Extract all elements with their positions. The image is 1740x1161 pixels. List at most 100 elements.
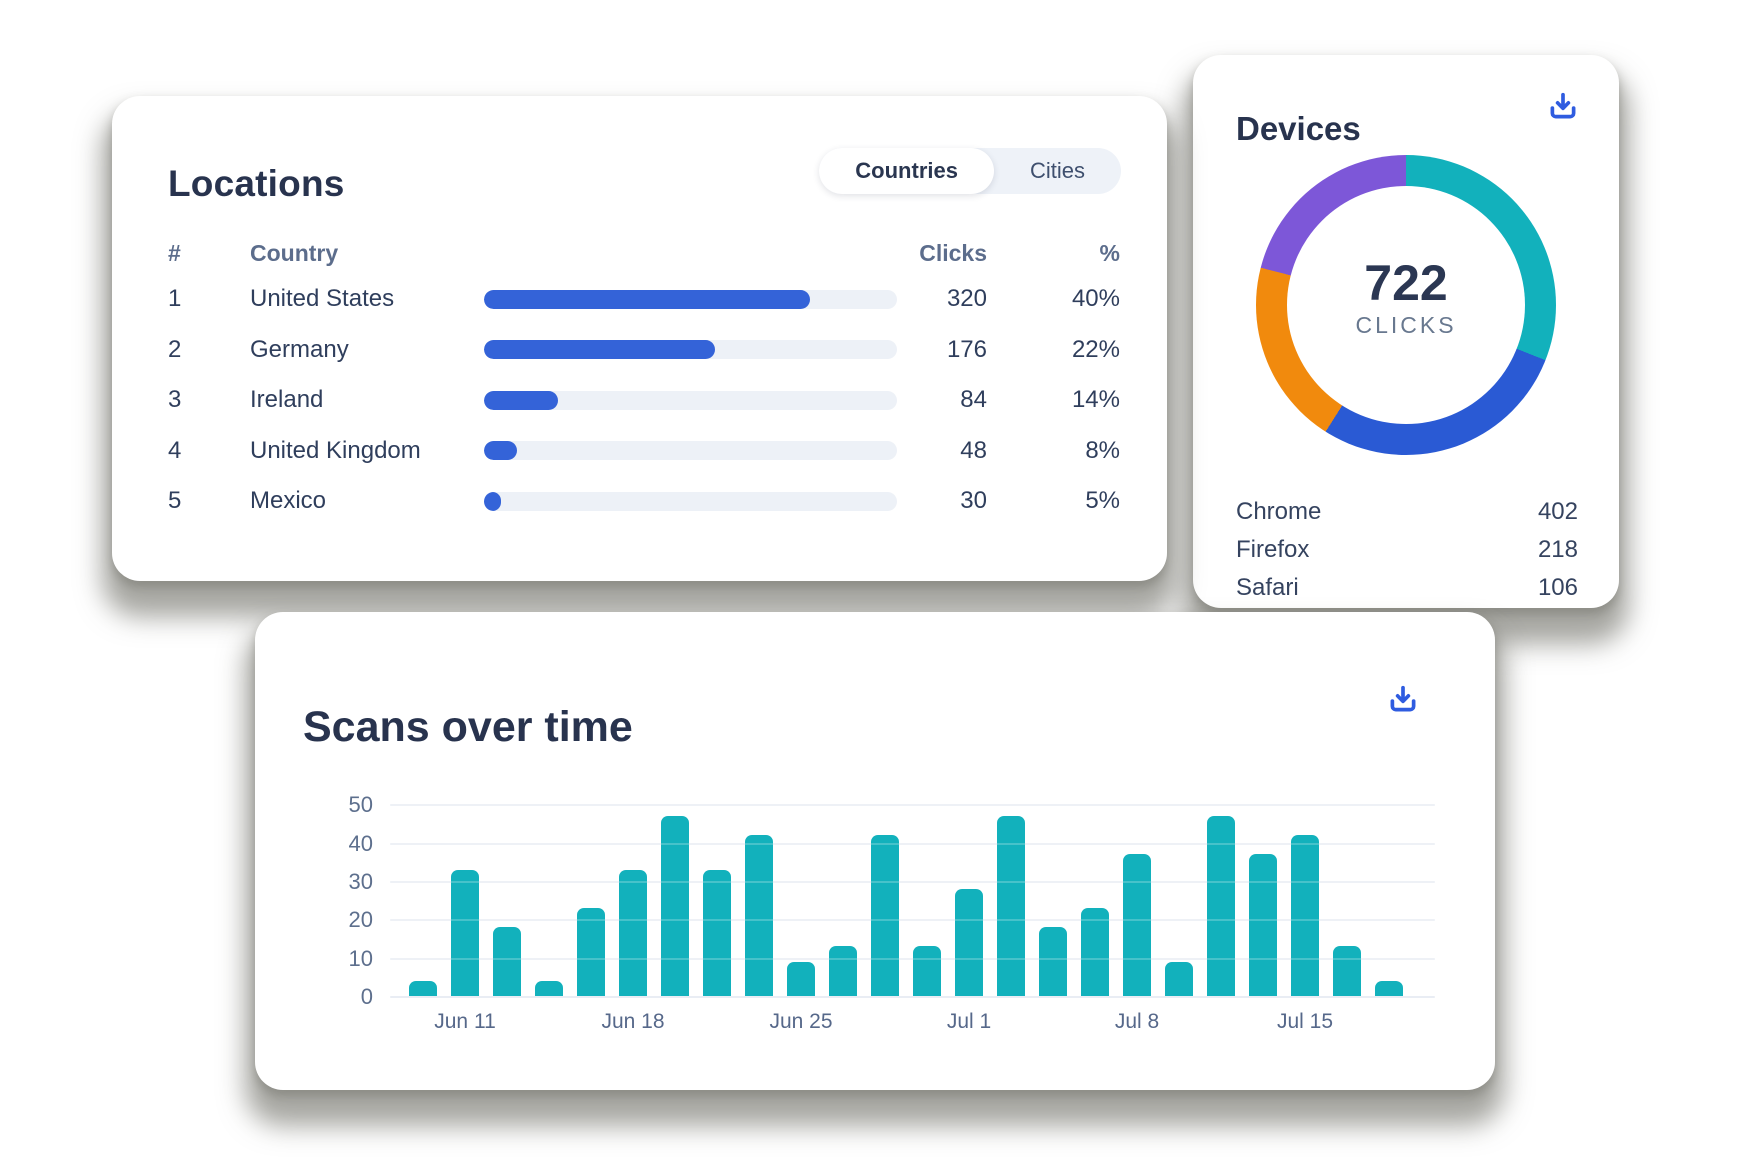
devices-card: Devices 722 CLICKS Chrome 402 Firefox 218 Sa… [1193, 55, 1619, 608]
gridline-overlay [390, 804, 1435, 807]
clicks-bar-fill [484, 390, 559, 410]
gridline [390, 919, 1435, 922]
col-clicks: Clicks [919, 239, 987, 266]
scan-bar [1123, 854, 1151, 996]
row-country: Germany [250, 335, 349, 363]
y-axis-label: 10 [348, 945, 373, 971]
clicks-bar-fill [484, 491, 501, 511]
scan-bar [1165, 961, 1193, 996]
scan-bar [997, 815, 1025, 996]
row-clicks: 320 [946, 285, 987, 313]
scan-bar [535, 980, 563, 996]
download-icon [1390, 685, 1416, 711]
row-percent: 8% [1085, 436, 1120, 464]
scan-bar [1207, 815, 1235, 996]
y-axis-label: 40 [348, 830, 373, 856]
clicks-bar-fill [484, 441, 518, 461]
row-country: United States [250, 285, 395, 313]
scan-bar [661, 815, 689, 996]
devices-legend: Chrome 402 Firefox 218 Safari 106 [1236, 493, 1578, 607]
row-rank: 3 [168, 386, 182, 414]
col-percent: % [1099, 239, 1120, 266]
legend-row: Chrome 402 [1236, 493, 1578, 531]
x-axis-label: Jul 8 [1114, 1010, 1160, 1033]
gridline [390, 881, 1435, 884]
scan-bar [1081, 907, 1109, 996]
y-axis-label: 20 [348, 907, 373, 933]
scan-bar [955, 888, 983, 996]
table-row: 3 Ireland 84 14% [168, 375, 1120, 426]
clicks-bar-cell [484, 441, 897, 461]
y-axis-label: 0 [360, 984, 373, 1009]
scans-title: Scans over time [303, 702, 633, 751]
clicks-bar-track [484, 390, 897, 410]
x-axis-label: Jun 11 [434, 1010, 496, 1033]
row-rank: 5 [168, 487, 182, 515]
legend-row: Safari 106 [1236, 569, 1578, 607]
row-percent: 14% [1071, 386, 1120, 414]
scans-download-button[interactable] [1383, 680, 1423, 720]
total-clicks-value: 722 [1364, 254, 1448, 311]
x-axis-label: Jun 18 [601, 1010, 665, 1033]
scan-bar [703, 869, 731, 996]
clicks-bar-cell [484, 289, 897, 309]
scan-bar [1375, 980, 1403, 996]
gridline [390, 842, 1435, 845]
x-axis-label: Jul 1 [946, 1010, 992, 1033]
clicks-bar-cell [484, 491, 897, 511]
devices-donut-center: 722 CLICKS [1287, 186, 1525, 424]
toggle-cities[interactable]: Cities [994, 148, 1121, 194]
row-country: United Kingdom [250, 436, 421, 464]
y-axis-label: 50 [348, 792, 373, 818]
row-rank: 1 [168, 285, 182, 313]
row-clicks: 84 [960, 386, 987, 414]
scan-bar [577, 907, 605, 996]
total-clicks-label: CLICKS [1355, 311, 1457, 338]
clicks-bar-track [484, 289, 897, 309]
scan-bar [829, 946, 857, 996]
scan-bar [451, 869, 479, 996]
row-percent: 5% [1085, 487, 1120, 515]
devices-title: Devices [1236, 110, 1361, 148]
gridline-overlay [390, 842, 1435, 845]
device-name: Firefox [1236, 536, 1310, 563]
row-clicks: 30 [960, 487, 987, 515]
row-rank: 2 [168, 335, 182, 363]
x-axis-label: Jul 15 [1276, 1010, 1334, 1033]
scan-bar [1039, 927, 1067, 996]
table-row: 5 Mexico 30 5% [168, 476, 1120, 527]
row-clicks: 48 [960, 436, 987, 464]
clicks-bar-fill [484, 340, 716, 360]
toggle-countries[interactable]: Countries [819, 148, 994, 194]
scan-bar [409, 980, 437, 996]
scan-bar [619, 869, 647, 996]
table-row: 1 United States 320 40% [168, 274, 1120, 325]
locations-table-header: # Country Clicks % [168, 232, 1120, 274]
device-name: Safari [1236, 574, 1299, 601]
scan-bar [493, 927, 521, 996]
clicks-bar-track [484, 491, 897, 511]
devices-donut: 722 CLICKS [1256, 155, 1556, 455]
clicks-bar-fill [484, 289, 811, 309]
gridline [390, 957, 1435, 960]
scan-bar [871, 835, 899, 996]
devices-download-button[interactable] [1543, 87, 1583, 127]
table-row: 2 Germany 176 22% [168, 325, 1120, 376]
download-icon [1550, 92, 1576, 118]
row-rank: 4 [168, 436, 182, 464]
locations-view-toggle: Countries Cities [819, 148, 1121, 194]
scan-bar [1291, 835, 1319, 996]
y-axis-label: 30 [348, 869, 373, 895]
locations-title: Locations [168, 162, 345, 204]
device-name: Chrome [1236, 498, 1322, 525]
col-rank: # [168, 239, 181, 266]
device-clicks: 218 [1537, 536, 1578, 563]
gridline-overlay [390, 919, 1435, 922]
row-clicks: 176 [946, 335, 987, 363]
scan-bar [745, 835, 773, 996]
gridline-overlay [390, 881, 1435, 884]
scan-bar [1333, 946, 1361, 996]
scans-bar-chart: 50 40 30 20 10 0 Jun 11 Jun 18 Jun 25 Jul 1 Jul 8 J… [255, 612, 1495, 1090]
table-row: 4 United Kingdom 48 8% [168, 426, 1120, 477]
legend-row: Firefox 218 [1236, 531, 1578, 569]
